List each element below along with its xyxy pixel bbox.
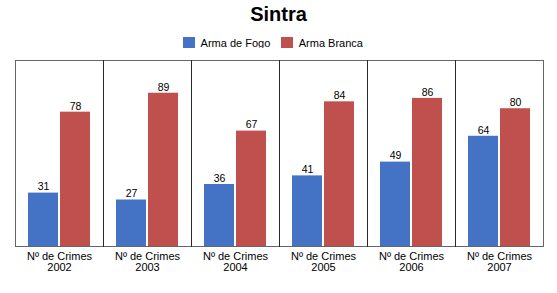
svg-text:Nº de Crimes2004: Nº de Crimes2004 (203, 250, 269, 273)
svg-text:49: 49 (390, 149, 402, 161)
svg-text:80: 80 (510, 96, 522, 108)
svg-text:Nº de Crimes2003: Nº de Crimes2003 (115, 250, 181, 273)
svg-text:31: 31 (38, 180, 50, 192)
svg-text:27: 27 (126, 187, 138, 199)
svg-text:84: 84 (334, 89, 346, 101)
svg-text:Nº de Crimes2006: Nº de Crimes2006 (379, 250, 445, 273)
svg-text:78: 78 (70, 100, 82, 112)
svg-text:Nº de Crimes2002: Nº de Crimes2002 (27, 250, 93, 273)
svg-text:89: 89 (158, 81, 170, 93)
svg-text:41: 41 (302, 163, 314, 175)
svg-text:67: 67 (246, 118, 258, 130)
html-text:Arma Branca: Arma Branca (298, 36, 363, 49)
svg-text:Nº de Crimes2007: Nº de Crimes2007 (467, 250, 533, 273)
html-text:Sintra: Sintra (250, 3, 307, 25)
svg-text:86: 86 (422, 86, 434, 98)
svg-text:64: 64 (478, 124, 490, 136)
svg-text:36: 36 (214, 172, 226, 184)
html-text:Arma de Fogo: Arma de Fogo (200, 36, 271, 49)
svg-text:Nº de Crimes2005: Nº de Crimes2005 (291, 250, 357, 273)
